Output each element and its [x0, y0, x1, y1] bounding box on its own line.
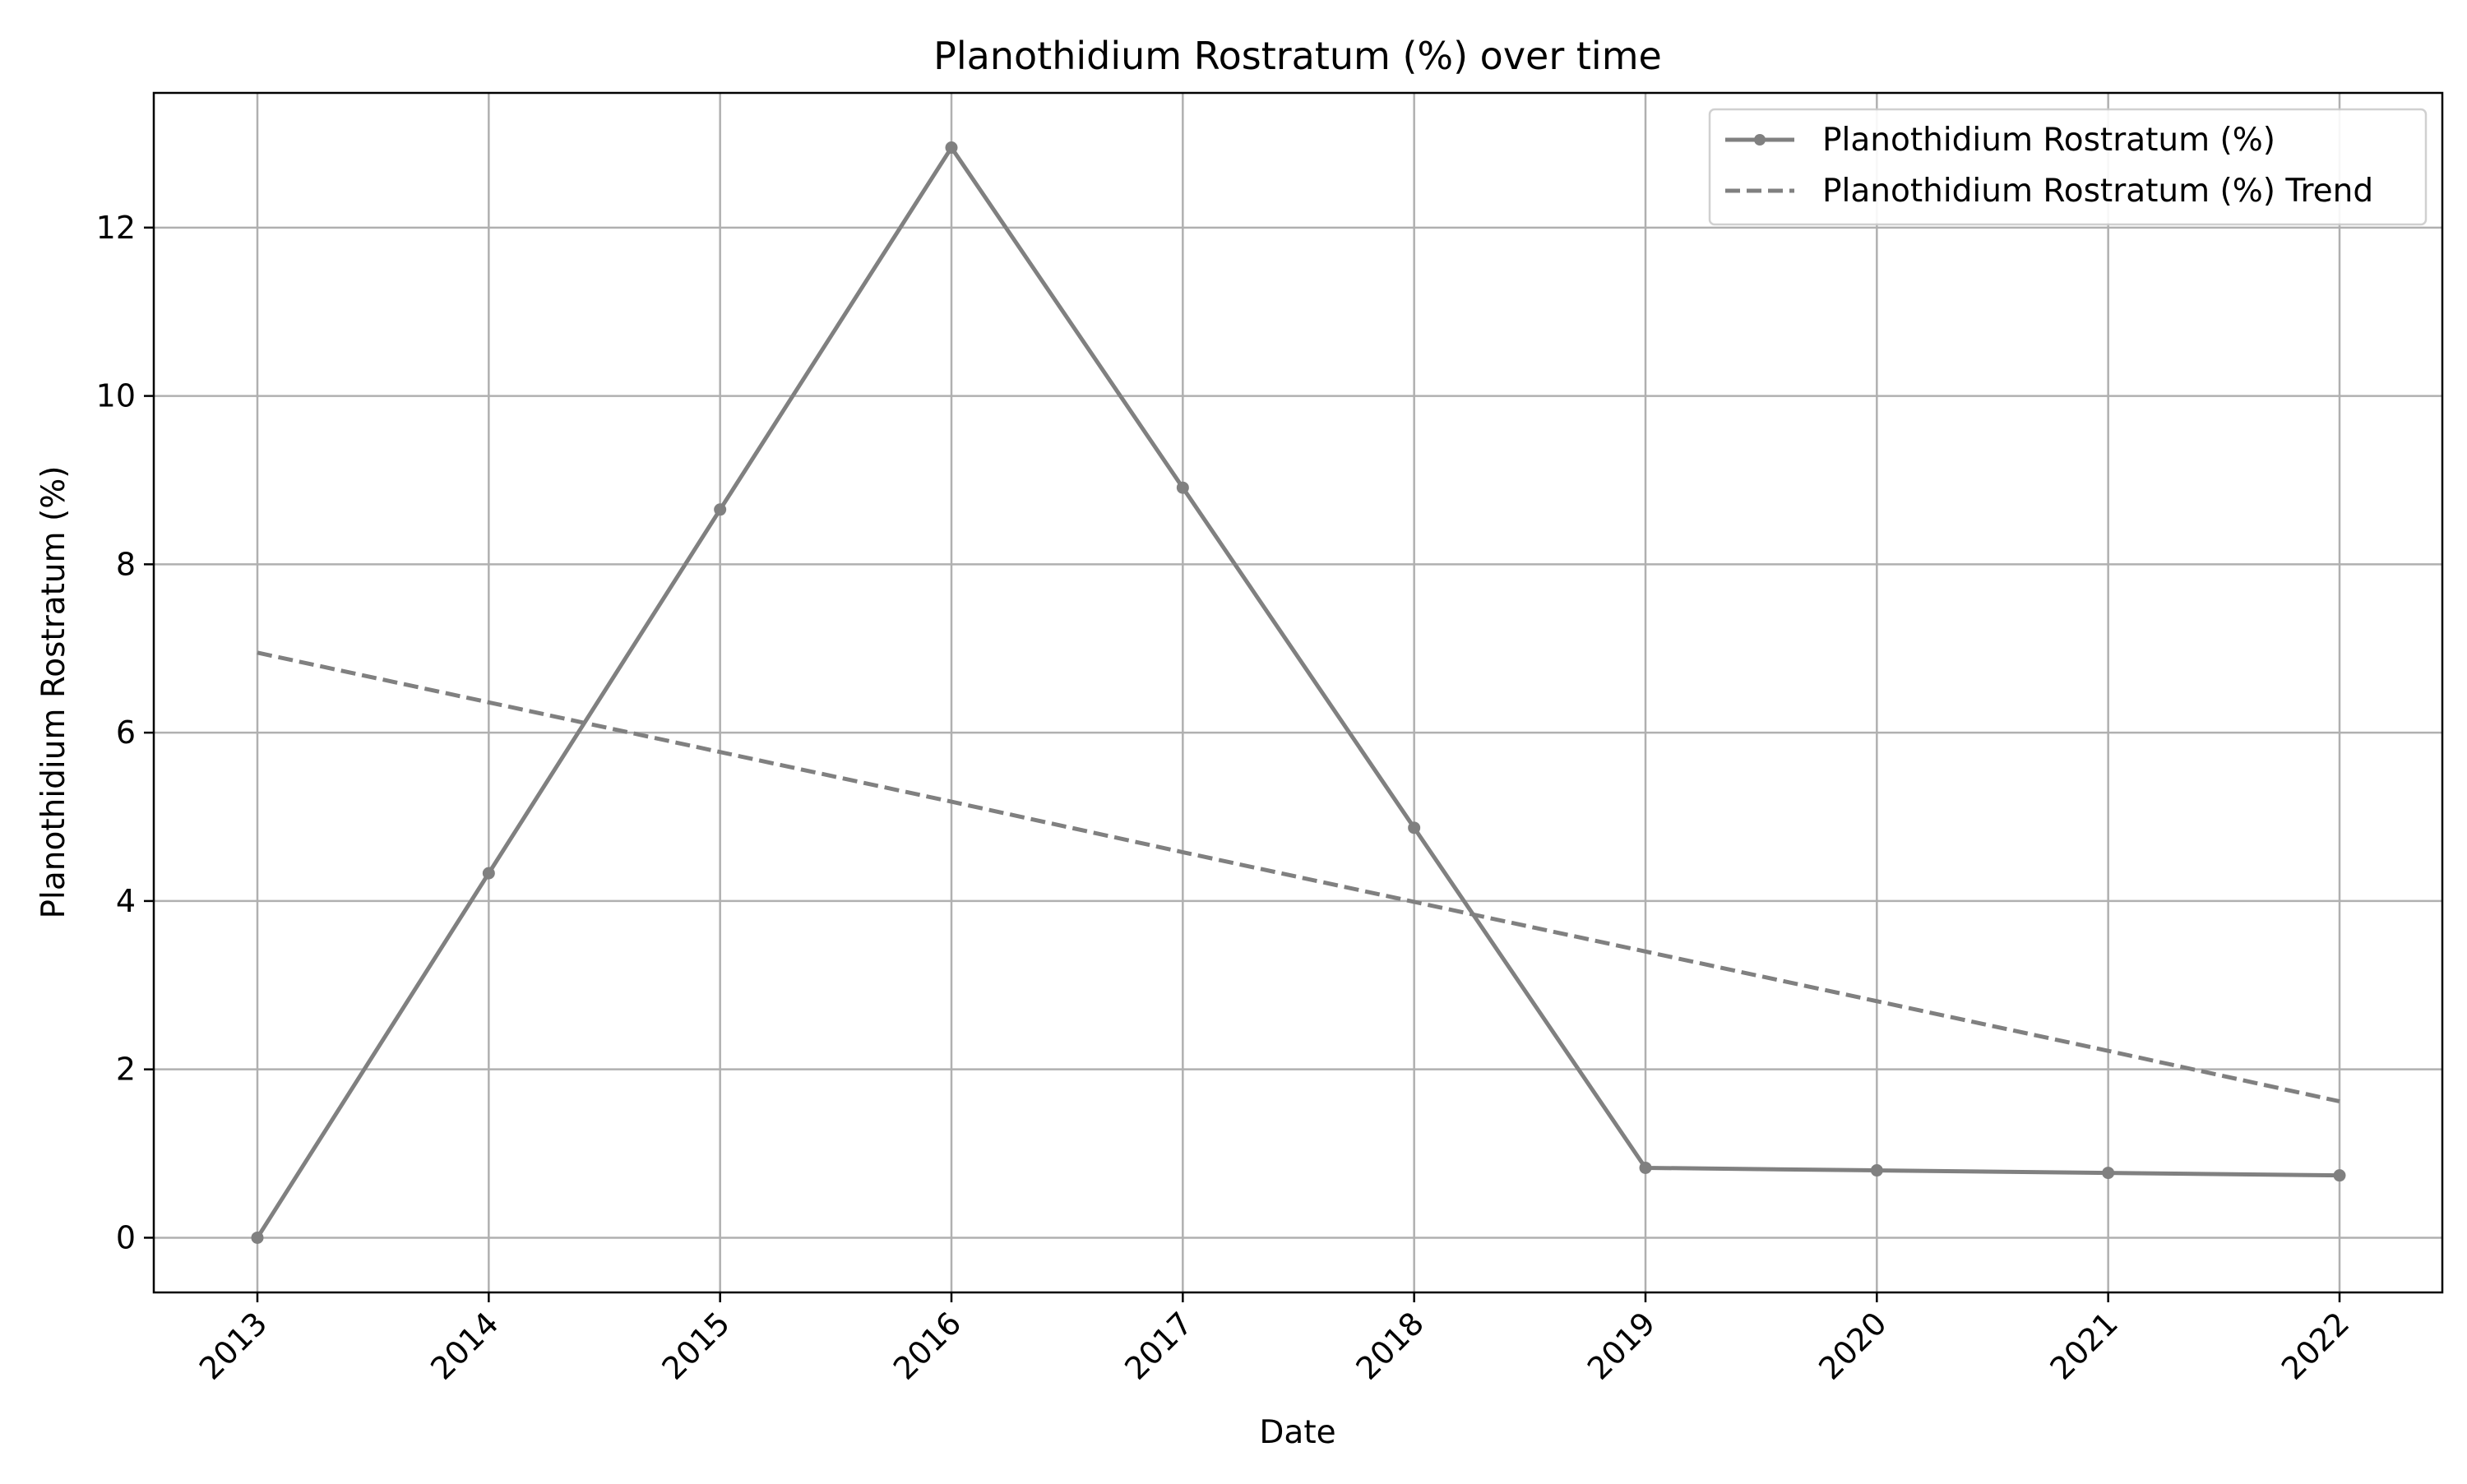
x-tick-label: 2021	[2043, 1305, 2126, 1387]
data-point-marker	[1870, 1164, 1883, 1177]
y-tick-label: 2	[116, 1052, 136, 1088]
plot-area-frame	[152, 91, 2444, 1294]
y-tick-label: 12	[96, 210, 136, 246]
x-tick-label: 2020	[1812, 1305, 1894, 1387]
y-tick-label: 4	[116, 883, 136, 919]
tick-layer: 2013 2014 2015 2016 2017 2018 2019 2020 2021 2022…	[96, 210, 2357, 1387]
y-tick-label: 8	[116, 546, 136, 582]
y-tick-label: 0	[116, 1219, 136, 1255]
x-tick-label: 2015	[655, 1305, 738, 1387]
x-tick-label: 2017	[1118, 1305, 1200, 1387]
y-axis-title: Planothidium Rostratum (%)	[35, 465, 72, 918]
trend-series-line	[257, 650, 2340, 1104]
data-point-marker	[1408, 821, 1421, 834]
data-point-marker	[1176, 481, 1189, 494]
x-axis-title: Date	[1259, 1414, 1335, 1451]
data-point-marker	[482, 867, 495, 880]
x-tick-label: 2016	[886, 1305, 969, 1387]
x-tick-label: 2019	[1581, 1305, 1663, 1387]
legend: Planothidium Rostratum (%) Planothidium …	[1708, 108, 2428, 226]
data-point-marker	[714, 503, 727, 516]
y-tick-label: 6	[116, 714, 136, 751]
data-series-line	[255, 146, 2340, 1239]
data-point-marker	[251, 1231, 264, 1244]
legend-label-series-0: Planothidium Rostratum (%)	[1822, 122, 2275, 159]
x-tick-label: 2022	[2275, 1305, 2357, 1387]
x-tick-label: 2018	[1349, 1305, 1432, 1387]
data-point-marker	[2333, 1169, 2346, 1182]
data-point-marker	[1639, 1161, 1652, 1174]
y-tick-label: 10	[96, 378, 136, 414]
chart-title: Planothidium Rostratum (%) over time	[933, 34, 1662, 78]
x-tick-label: 2014	[424, 1305, 506, 1387]
legend-box	[1708, 108, 2428, 226]
data-point-marker	[945, 141, 958, 155]
legend-label-series-1: Planothidium Rostratum (%) Trend	[1822, 173, 2373, 210]
series-layer	[251, 141, 2346, 1244]
data-point-marker	[2102, 1167, 2115, 1180]
legend-marker-series-0	[1754, 134, 1766, 146]
grid-layer	[154, 93, 2442, 1292]
x-tick-label: 2013	[192, 1305, 275, 1387]
